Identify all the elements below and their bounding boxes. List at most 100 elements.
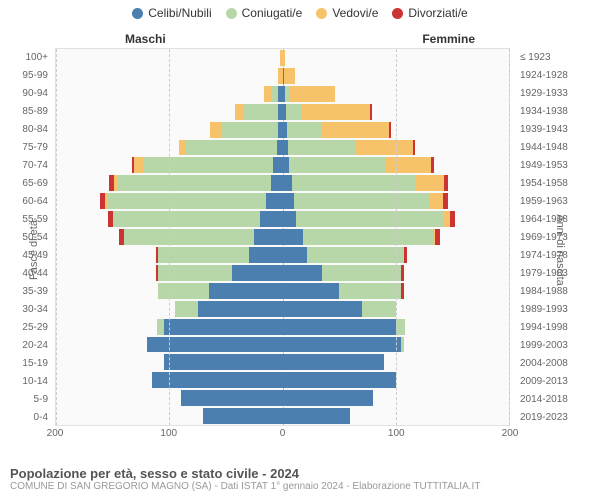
female-header: Femmine xyxy=(422,32,475,46)
pyramid-row xyxy=(56,264,509,282)
bar-segment-widowed xyxy=(283,50,285,66)
legend-label: Celibi/Nubili xyxy=(148,6,211,20)
bar-segment-widowed xyxy=(289,86,334,102)
bar-segment-single xyxy=(283,265,323,281)
legend-item: Divorziati/e xyxy=(392,6,467,20)
bar-segment-married xyxy=(221,122,278,138)
bar-segment-divorced xyxy=(404,247,407,263)
bar-segment-married xyxy=(186,140,277,156)
legend-swatch xyxy=(226,8,237,19)
grid-line xyxy=(509,49,510,425)
bar-segment-single xyxy=(283,301,362,317)
legend-label: Coniugati/e xyxy=(242,6,303,20)
bar-segment-married xyxy=(244,104,278,120)
age-label: 95-99 xyxy=(0,66,52,84)
bar-segment-single xyxy=(254,229,282,245)
legend-swatch xyxy=(392,8,403,19)
grid-line xyxy=(396,49,397,425)
pyramid-row xyxy=(56,407,509,425)
bar-segment-married xyxy=(296,211,443,227)
bar-segment-married xyxy=(303,229,433,245)
age-label: 10-14 xyxy=(0,372,52,390)
age-label: 90-94 xyxy=(0,84,52,102)
legend-label: Divorziati/e xyxy=(408,6,467,20)
grid-line xyxy=(56,49,57,425)
pyramid-row xyxy=(56,371,509,389)
bar-segment-single xyxy=(203,408,282,424)
bar-segment-married xyxy=(157,319,164,335)
age-label: 5-9 xyxy=(0,390,52,408)
bar-segment-divorced xyxy=(401,283,403,299)
age-label: 80-84 xyxy=(0,120,52,138)
birth-label: 1964-1968 xyxy=(520,210,600,228)
bar-segment-single xyxy=(273,157,282,173)
pyramid-row xyxy=(56,85,509,103)
male-header: Maschi xyxy=(125,32,166,46)
age-label: 100+ xyxy=(0,48,52,66)
bar-segment-single xyxy=(209,283,283,299)
birth-label: 1969-1973 xyxy=(520,228,600,246)
bar-segment-divorced xyxy=(443,193,448,209)
age-label: 35-39 xyxy=(0,282,52,300)
bar-segment-widowed xyxy=(264,86,271,102)
bar-segment-widowed xyxy=(416,175,444,191)
bar-segment-married xyxy=(158,247,249,263)
birth-label: 1994-1998 xyxy=(520,318,600,336)
bar-segment-single xyxy=(232,265,283,281)
birth-label: 1929-1933 xyxy=(520,84,600,102)
bar-segment-married xyxy=(322,265,401,281)
bar-segment-widowed xyxy=(443,211,450,227)
bar-segment-married xyxy=(107,193,266,209)
age-label: 45-49 xyxy=(0,246,52,264)
age-label: 85-89 xyxy=(0,102,52,120)
bar-segment-divorced xyxy=(370,104,372,120)
bar-segment-widowed xyxy=(284,68,295,84)
pyramid-row xyxy=(56,192,509,210)
age-label: 65-69 xyxy=(0,174,52,192)
bar-segment-single xyxy=(266,193,283,209)
population-pyramid-chart: Celibi/NubiliConiugati/eVedovi/eDivorzia… xyxy=(0,0,600,500)
x-tick-label: 100 xyxy=(388,428,405,439)
age-label: 50-54 xyxy=(0,228,52,246)
birth-label: 1934-1938 xyxy=(520,102,600,120)
x-tick-label: 200 xyxy=(47,428,64,439)
bar-segment-married xyxy=(292,175,417,191)
bar-segment-married xyxy=(158,283,209,299)
birth-label: 2009-2013 xyxy=(520,372,600,390)
bar-segment-divorced xyxy=(431,157,434,173)
x-tick-label: 100 xyxy=(160,428,177,439)
chart-footer: Popolazione per età, sesso e stato civil… xyxy=(10,466,590,492)
bar-segment-single xyxy=(152,372,282,388)
bar-segment-single xyxy=(283,175,292,191)
age-label: 70-74 xyxy=(0,156,52,174)
bar-segment-married xyxy=(362,301,396,317)
pyramid-row xyxy=(56,300,509,318)
pyramid-row xyxy=(56,389,509,407)
legend: Celibi/NubiliConiugati/eVedovi/eDivorzia… xyxy=(0,0,600,20)
age-label: 75-79 xyxy=(0,138,52,156)
bar-segment-married xyxy=(289,157,385,173)
age-label: 55-59 xyxy=(0,210,52,228)
pyramid-row xyxy=(56,228,509,246)
age-label: 40-44 xyxy=(0,264,52,282)
bar-segment-single xyxy=(283,157,290,173)
bar-segment-single xyxy=(181,390,283,406)
age-label: 60-64 xyxy=(0,192,52,210)
plot-area xyxy=(55,48,510,426)
bar-segment-single xyxy=(283,211,297,227)
bar-segment-single xyxy=(271,175,282,191)
birth-label: 1984-1988 xyxy=(520,282,600,300)
birth-label: ≤ 1923 xyxy=(520,48,600,66)
age-label: 15-19 xyxy=(0,354,52,372)
bar-segment-divorced xyxy=(444,175,447,191)
bar-segment-married xyxy=(143,157,273,173)
pyramid-row xyxy=(56,67,509,85)
bar-segment-single xyxy=(164,354,283,370)
birth-label: 1944-1948 xyxy=(520,138,600,156)
pyramid-row xyxy=(56,336,509,354)
bar-segment-married xyxy=(175,301,198,317)
bar-segment-single xyxy=(283,247,308,263)
bar-segment-single xyxy=(283,283,340,299)
bar-segment-divorced xyxy=(413,140,415,156)
bar-segment-married xyxy=(288,140,356,156)
